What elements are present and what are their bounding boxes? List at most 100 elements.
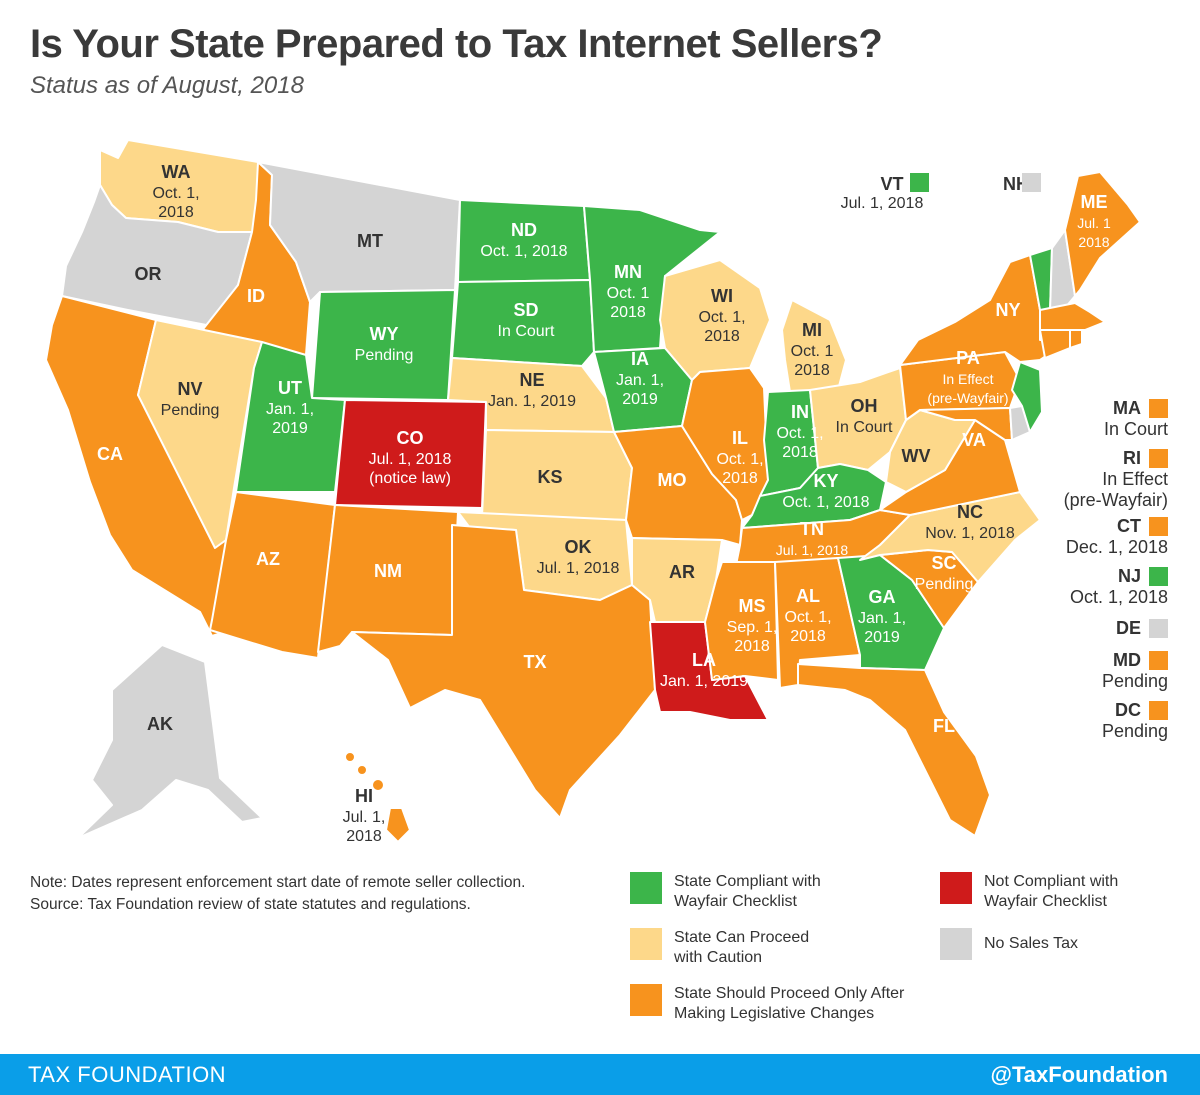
- state-HI: [385, 807, 411, 843]
- sidebar-detail: In Court: [1103, 419, 1168, 439]
- legend-swatch-not-compliant: [940, 872, 972, 904]
- state-HI-island-1: [344, 751, 356, 763]
- state-label-VA: VA: [962, 430, 986, 450]
- state-RI: [1069, 329, 1083, 349]
- state-detail-UT: Jan. 1,: [266, 401, 314, 418]
- sidebar-detail: In Effect: [1102, 469, 1168, 489]
- state-detail-NV: Pending: [161, 402, 220, 419]
- legend-no-sales-tax: No Sales Tax: [940, 928, 1078, 960]
- state-detail-SD: In Court: [498, 323, 555, 340]
- callout-VT-abbr: VT: [880, 174, 903, 194]
- legend-swatch-compliant: [630, 872, 662, 904]
- note-line: Note: Dates represent enforcement start …: [30, 874, 526, 891]
- state-NC: [859, 491, 1041, 583]
- state-label-KY: KY: [813, 471, 838, 491]
- state-detail-SC: Pending: [915, 576, 974, 593]
- legend-not-compliant: Not Compliant with Wayfair Checklist: [940, 872, 1118, 912]
- state-CT: [1039, 329, 1071, 359]
- legend-compliant: State Compliant with Wayfair Checklist: [630, 872, 821, 912]
- map-subtitle: Status as of August, 2018: [30, 72, 304, 99]
- state-detail-MI: 2018: [794, 362, 830, 379]
- legend-legislative: State Should Proceed Only After Making Le…: [630, 984, 904, 1024]
- state-detail-MN: Oct. 1: [607, 285, 650, 302]
- state-label-ID: ID: [247, 286, 265, 306]
- sidebar-abbr: MD: [1113, 650, 1141, 670]
- sidebar-abbr: DE: [1115, 618, 1141, 638]
- state-label-FL: FL: [933, 716, 955, 736]
- state-detail-MN: 2018: [610, 304, 646, 321]
- state-NJ: [1011, 361, 1043, 433]
- state-label-IA: IA: [631, 349, 649, 369]
- state-detail-HI: Jul. 1,: [343, 809, 386, 826]
- state-label-AR: AR: [669, 562, 695, 582]
- sidebar-detail: Dec. 1, 2018: [1065, 537, 1168, 557]
- us-map: WA Oct. 1, 2018 OR CA ID NV Pending MT WY Pending U…: [45, 139, 1141, 845]
- state-label-MO: MO: [658, 470, 687, 490]
- state-label-WI: WI: [711, 286, 733, 306]
- state-label-WA: WA: [162, 162, 191, 182]
- state-detail-HI: 2018: [346, 828, 382, 845]
- state-HI-island-2: [356, 764, 368, 776]
- state-label-OK: OK: [565, 537, 592, 557]
- sidebar-detail: Pending: [1101, 671, 1168, 691]
- state-detail-WI: Oct. 1,: [698, 309, 745, 326]
- state-label-MN: MN: [614, 262, 642, 282]
- sidebar-entry-DE: DE: [968, 618, 1168, 639]
- sidebar-abbr: RI: [1123, 448, 1141, 468]
- state-detail-AL: 2018: [790, 628, 826, 645]
- state-label-OH: OH: [851, 396, 878, 416]
- state-label-ME: ME: [1081, 192, 1108, 212]
- legend-swatch-caution: [630, 928, 662, 960]
- footer-bar: TAX FOUNDATION @TaxFoundation: [0, 1054, 1200, 1095]
- sidebar-entry-NJ: NJ Oct. 1, 2018: [968, 566, 1168, 608]
- state-detail-MS: Sep. 1,: [727, 619, 778, 636]
- state-detail-ND: Oct. 1, 2018: [480, 243, 567, 260]
- state-detail-IA: Jan. 1,: [616, 372, 664, 389]
- state-detail-UT: 2019: [272, 420, 308, 437]
- sidebar-detail: Oct. 1, 2018: [1069, 587, 1168, 607]
- state-label-WV: WV: [902, 446, 931, 466]
- state-detail-NE: Jan. 1, 2019: [488, 393, 576, 410]
- state-label-SD: SD: [513, 300, 538, 320]
- state-label-AL: AL: [796, 586, 820, 606]
- state-TX: [351, 524, 656, 819]
- state-detail-WA: 2018: [158, 204, 194, 221]
- state-detail-WI: 2018: [704, 328, 740, 345]
- state-label-NE: NE: [519, 370, 544, 390]
- state-FL: [797, 663, 991, 837]
- state-label-WY: WY: [370, 324, 399, 344]
- sidebar-detail: (pre-Wayfair): [1063, 490, 1168, 510]
- sidebar-swatch: [1149, 399, 1168, 418]
- state-label-MI: MI: [802, 320, 822, 340]
- state-IL: [681, 367, 769, 521]
- sidebar-entry-RI: RI In Effect (pre-Wayfair): [968, 448, 1168, 511]
- sidebar-abbr: NJ: [1117, 566, 1141, 586]
- callout-VT-swatch: [910, 173, 929, 192]
- state-label-IN: IN: [791, 402, 809, 422]
- sidebar-swatch: [1149, 619, 1168, 638]
- state-detail-OH: In Court: [836, 419, 893, 436]
- state-label-IL: IL: [732, 428, 748, 448]
- state-detail-LA: Jan. 1, 2019: [660, 673, 748, 690]
- state-label-MS: MS: [739, 596, 766, 616]
- sidebar-swatch: [1149, 449, 1168, 468]
- state-label-MT: MT: [357, 231, 383, 251]
- state-label-HI: HI: [355, 786, 373, 806]
- state-label-GA: GA: [869, 587, 896, 607]
- state-HI-island-3: [371, 778, 385, 792]
- state-detail-WY: Pending: [355, 347, 414, 364]
- state-ME: [1064, 171, 1141, 297]
- sidebar-abbr: MA: [1113, 398, 1141, 418]
- state-label-OR: OR: [135, 264, 162, 284]
- callout-VT-detail: Jul. 1, 2018: [841, 195, 924, 212]
- sidebar-swatch: [1149, 567, 1168, 586]
- source-note: Note: Dates represent enforcement start …: [30, 872, 525, 916]
- state-label-ND: ND: [511, 220, 537, 240]
- state-detail-ME: Jul. 1: [1077, 215, 1111, 231]
- state-WY: [311, 289, 456, 401]
- state-detail-IN: 2018: [782, 444, 818, 461]
- state-detail-MI: Oct. 1: [791, 343, 834, 360]
- state-detail-NC: Nov. 1, 2018: [925, 525, 1015, 542]
- state-detail-WA: Oct. 1,: [152, 185, 199, 202]
- state-detail-PA: In Effect: [942, 371, 993, 387]
